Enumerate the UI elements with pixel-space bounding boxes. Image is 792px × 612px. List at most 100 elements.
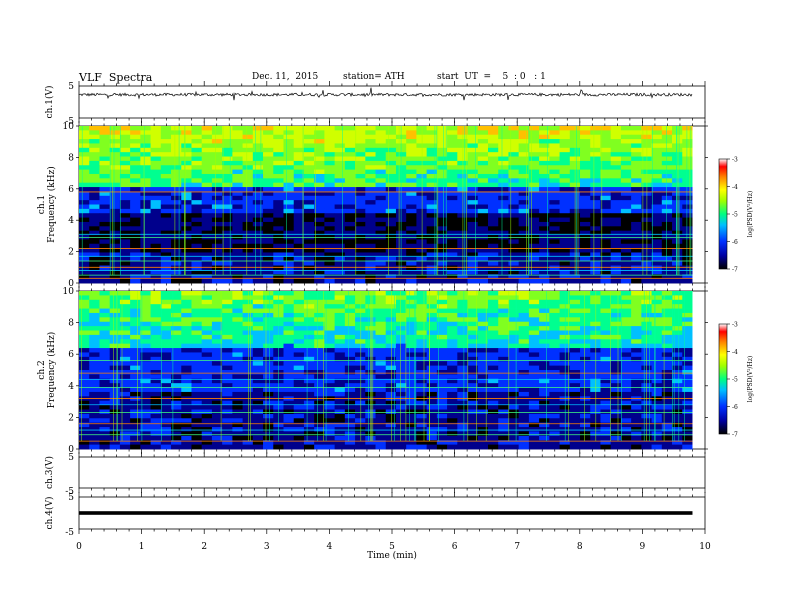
spectrogram-cell <box>344 261 356 266</box>
spectrogram-cell <box>426 169 438 175</box>
spectrogram-cell <box>620 261 632 266</box>
spectrogram-cell <box>211 413 223 419</box>
spectrogram-cell <box>140 312 151 318</box>
spectrogram-cell <box>661 139 673 144</box>
spectrogram-cell <box>487 252 499 258</box>
spectrogram-cell <box>661 326 673 331</box>
spectrogram-cell <box>355 134 366 140</box>
spectrogram-cell <box>610 413 622 419</box>
spectrogram-cell <box>620 169 632 175</box>
spectrogram-cell <box>334 308 346 314</box>
spectrogram-cell <box>528 130 540 136</box>
spectrogram-cell <box>406 274 417 280</box>
spectrogram-cell <box>487 431 499 437</box>
spectrogram-cell <box>631 422 642 428</box>
spectrogram-cell <box>89 221 100 227</box>
spectrogram-cell <box>498 143 509 149</box>
spectrogram-cell <box>242 139 254 144</box>
spectrogram-cell <box>385 200 397 205</box>
spectrogram-cell <box>293 374 305 380</box>
spectrogram-cell <box>211 343 223 349</box>
spectrogram-cell <box>232 278 243 284</box>
spectrogram-cell <box>528 405 540 410</box>
spectrogram-cell <box>487 130 499 136</box>
spectrogram-cell <box>355 256 366 262</box>
spectrogram-cell <box>528 312 540 318</box>
spectrogram-cell <box>283 217 295 223</box>
spectrogram-cell <box>314 230 325 236</box>
spectrogram-cell <box>344 339 356 345</box>
spectrogram-cell <box>119 147 131 153</box>
spectrogram-cell <box>252 195 264 201</box>
spectrogram-cell <box>211 173 223 179</box>
spectrogram-cell <box>119 169 131 175</box>
spectrogram-cell <box>651 391 663 397</box>
spectrogram-cell <box>160 248 172 253</box>
spectrogram-cell <box>682 221 693 227</box>
spectrogram-cell <box>191 152 203 157</box>
spectrogram-cell <box>631 169 642 175</box>
spectrogram-cell <box>477 383 489 388</box>
spectrogram-cell <box>395 361 407 367</box>
spectrogram-cell <box>232 169 243 175</box>
spectrogram-cell <box>682 143 693 149</box>
spectrogram-cell <box>344 308 356 314</box>
spectrogram-cell <box>477 256 489 262</box>
spectrogram-cell <box>344 317 356 323</box>
spectrogram-cell <box>109 130 121 136</box>
spectrogram-cell <box>140 265 151 271</box>
spectrogram-cell <box>600 365 612 371</box>
spectrogram-cell <box>344 391 356 397</box>
spectrogram-cell <box>416 169 428 175</box>
spectrogram-cell <box>651 400 663 406</box>
spectrogram-cell <box>467 413 479 419</box>
spectrogram-cell <box>487 143 499 149</box>
spectrogram-cell <box>610 321 622 327</box>
spectrogram-cell <box>150 378 162 384</box>
spectrogram-cell <box>477 226 489 232</box>
spectrogram-cell <box>89 348 100 353</box>
spectrogram-cell <box>171 334 182 340</box>
spectrogram-cell <box>395 317 407 323</box>
spectrogram-cell <box>375 252 387 258</box>
spectrogram-cell <box>467 243 479 249</box>
spectrogram-cell <box>620 418 632 424</box>
spectrogram-cell <box>651 378 663 384</box>
spectrogram-cell <box>590 440 601 446</box>
spectrogram-cell <box>344 165 356 171</box>
spectrogram-cell <box>252 317 264 323</box>
spectrogram-cell <box>620 195 632 201</box>
spectrogram-cell <box>171 343 182 349</box>
spectrogram-cell <box>355 261 366 266</box>
spectrogram-cell <box>416 391 428 397</box>
spectrogram-cell <box>191 334 203 340</box>
spectrogram-cell <box>293 126 305 131</box>
spectrogram-cell <box>426 383 438 388</box>
spectrogram-cell <box>580 160 591 166</box>
spectrogram-cell <box>416 243 428 249</box>
spectrogram-cell <box>181 418 192 424</box>
spectrogram-cell <box>528 200 540 205</box>
spectrogram-cell <box>620 422 632 428</box>
spectrogram-cell <box>79 134 90 140</box>
spectrogram-cell <box>79 299 90 305</box>
spectrogram-cell <box>672 221 683 227</box>
spectrogram-cell <box>416 413 428 419</box>
spectrogram-cell <box>119 308 131 314</box>
spectrogram-cell <box>610 278 622 284</box>
spectrogram-cell <box>590 239 601 245</box>
spectrogram-cell <box>99 160 111 166</box>
spectrogram-cell <box>130 365 141 371</box>
spectrogram-cell <box>487 147 499 153</box>
spectrogram-cell <box>426 422 438 428</box>
spectrogram-cell <box>447 243 458 249</box>
spectrogram-cell <box>242 156 254 162</box>
spectrogram-cell <box>324 265 336 271</box>
spectrogram-cell <box>222 356 233 362</box>
spectrogram-cell <box>436 248 448 253</box>
spectrogram-cell <box>549 326 560 331</box>
spectrogram-cell <box>477 361 489 367</box>
spectrogram-cell <box>487 169 499 175</box>
spectrogram-cell <box>191 330 203 336</box>
spectrogram-cell <box>242 304 254 309</box>
